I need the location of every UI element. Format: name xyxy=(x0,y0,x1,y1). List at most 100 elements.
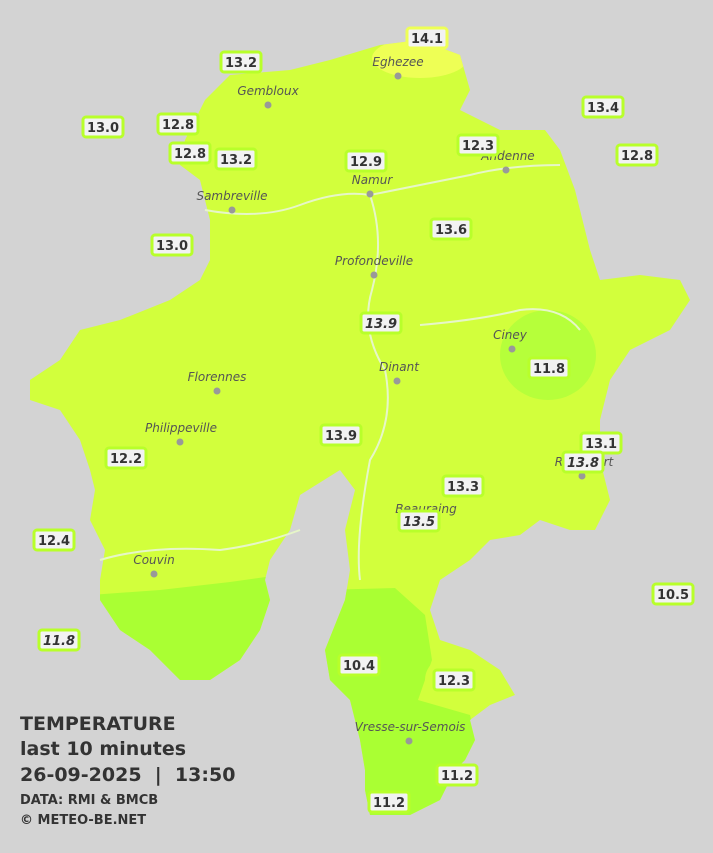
station-value: 12.8 xyxy=(162,118,194,133)
legend-subtitle: last 10 minutes xyxy=(20,738,186,760)
station-box xyxy=(214,147,258,171)
city-label: Philippeville xyxy=(145,421,217,435)
station: 13.1 xyxy=(579,431,623,455)
station-value: 12.3 xyxy=(438,674,470,689)
station: 13.0 xyxy=(81,115,125,139)
station-value: 12.4 xyxy=(38,534,70,549)
city-dot xyxy=(405,737,413,745)
station: 12.8 xyxy=(168,141,212,165)
city-dot xyxy=(578,472,586,480)
station: 13.9 xyxy=(359,311,403,335)
station-value: 13.6 xyxy=(435,223,467,238)
station-value: 13.2 xyxy=(225,56,257,71)
station: 12.3 xyxy=(432,668,476,692)
station-box xyxy=(37,628,81,652)
station-box xyxy=(168,141,212,165)
station-value: 13.0 xyxy=(156,239,188,254)
city-label: Dinant xyxy=(379,360,420,374)
station: 13.6 xyxy=(429,217,473,241)
city-label: Vresse-sur-Semois xyxy=(355,720,466,734)
station-box xyxy=(337,653,381,677)
station: 11.2 xyxy=(435,763,479,787)
station-box xyxy=(104,446,148,470)
station: 14.1 xyxy=(405,26,449,50)
station: 12.4 xyxy=(32,528,76,552)
legend-source: DATA: RMI & BMCB xyxy=(20,793,158,808)
legend-credit: © METEO-BE.NET xyxy=(20,813,146,828)
station-value: 13.8 xyxy=(567,456,599,471)
station-box xyxy=(435,763,479,787)
station-box xyxy=(150,233,194,257)
city-label: Sambreville xyxy=(196,189,267,203)
station-box xyxy=(441,474,485,498)
station: 10.5 xyxy=(651,582,695,606)
station: 13.9 xyxy=(319,423,363,447)
station-value: 13.2 xyxy=(220,153,252,168)
station-box xyxy=(456,133,500,157)
station-value: 13.3 xyxy=(447,480,479,495)
city-dot xyxy=(228,206,236,214)
station: 12.2 xyxy=(104,446,148,470)
station-box xyxy=(359,311,403,335)
station: 11.8 xyxy=(527,356,571,380)
station-box xyxy=(81,115,125,139)
city-dot xyxy=(366,190,374,198)
city-label: Eghezee xyxy=(372,55,423,69)
station: 13.0 xyxy=(150,233,194,257)
city-label: Couvin xyxy=(133,553,174,567)
station-value: 11.8 xyxy=(533,362,565,377)
station-value: 13.9 xyxy=(325,429,357,444)
station: 13.4 xyxy=(581,95,625,119)
station-box xyxy=(405,26,449,50)
station-value: 13.1 xyxy=(585,437,617,452)
station-box xyxy=(367,790,411,814)
city-dot xyxy=(264,101,272,109)
station: 12.8 xyxy=(615,143,659,167)
station-box xyxy=(527,356,571,380)
station-box xyxy=(344,149,388,173)
station: 12.8 xyxy=(156,112,200,136)
city-label: Ciney xyxy=(493,328,528,342)
legend-title: TEMPERATURE xyxy=(20,713,176,735)
station-value: 13.4 xyxy=(587,101,619,116)
station: 11.8 xyxy=(37,628,81,652)
city-dot xyxy=(508,345,516,353)
station-box xyxy=(319,423,363,447)
legend-datetime: 26-09-2025 | 13:50 xyxy=(20,764,235,786)
station-value: 13.9 xyxy=(365,317,397,332)
city-dot xyxy=(370,271,378,279)
station-value: 12.3 xyxy=(462,139,494,154)
station-box xyxy=(397,509,441,533)
station-value: 14.1 xyxy=(411,32,443,47)
station-box xyxy=(581,95,625,119)
city-dot xyxy=(393,377,401,385)
station: 12.3 xyxy=(456,133,500,157)
station: 13.3 xyxy=(441,474,485,498)
city-dot xyxy=(213,387,221,395)
station-value: 13.0 xyxy=(87,121,119,136)
station-value: 10.4 xyxy=(343,659,375,674)
city-label: Gembloux xyxy=(237,84,299,98)
station-value: 11.2 xyxy=(373,796,405,811)
station-box xyxy=(651,582,695,606)
city-label: Profondeville xyxy=(335,254,413,268)
city-dot xyxy=(150,570,158,578)
station: 10.4 xyxy=(337,653,381,677)
station-box xyxy=(429,217,473,241)
station-box xyxy=(219,50,263,74)
station: 11.2 xyxy=(367,790,411,814)
station-value: 12.8 xyxy=(621,149,653,164)
city-dot xyxy=(502,166,510,174)
station-box xyxy=(156,112,200,136)
station-box xyxy=(32,528,76,552)
station-box xyxy=(561,450,605,474)
city-label: Namur xyxy=(352,173,394,187)
station: 13.2 xyxy=(214,147,258,171)
station-value: 13.5 xyxy=(403,515,435,530)
station-value: 11.2 xyxy=(441,769,473,784)
station: 12.9 xyxy=(344,149,388,173)
station-value: 12.8 xyxy=(174,147,206,162)
city-label: Florennes xyxy=(188,370,247,384)
city-dot xyxy=(394,72,402,80)
